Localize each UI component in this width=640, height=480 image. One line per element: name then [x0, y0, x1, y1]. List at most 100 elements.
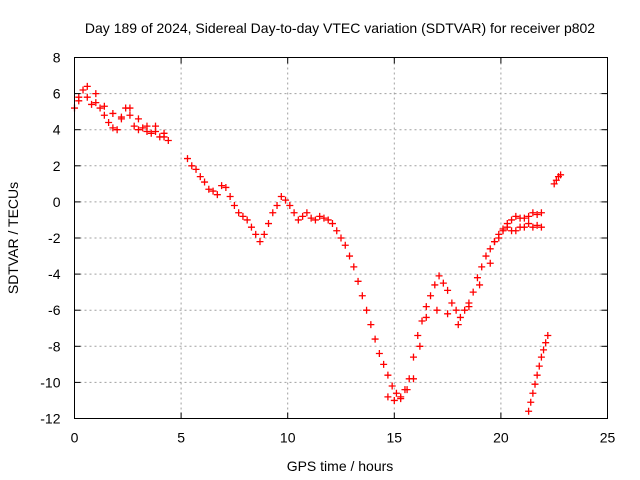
- data-point: [188, 162, 196, 170]
- data-points: [71, 82, 565, 415]
- data-point: [239, 212, 247, 220]
- data-point: [109, 109, 117, 117]
- data-point: [324, 216, 332, 224]
- data-point: [363, 306, 371, 314]
- data-point: [491, 238, 499, 246]
- data-point: [226, 192, 234, 200]
- data-point: [205, 185, 213, 193]
- y-tick-label: -4: [48, 266, 61, 282]
- data-point: [520, 214, 528, 222]
- data-point: [537, 353, 545, 361]
- data-point: [160, 133, 168, 141]
- data-point: [222, 183, 230, 191]
- y-tick-label: -10: [40, 374, 60, 390]
- data-point: [143, 122, 151, 130]
- data-point: [542, 339, 550, 347]
- data-point: [235, 209, 243, 217]
- data-point: [537, 223, 545, 231]
- data-point: [92, 90, 100, 98]
- data-point: [537, 209, 545, 217]
- data-point: [388, 382, 396, 390]
- y-tick-label: 2: [53, 158, 61, 174]
- data-point: [409, 353, 417, 361]
- data-point: [557, 171, 565, 179]
- data-point: [461, 306, 469, 314]
- data-point: [147, 129, 155, 137]
- data-point: [409, 375, 417, 383]
- data-point: [152, 128, 160, 136]
- x-tick-label: 5: [177, 430, 185, 446]
- data-point: [209, 187, 217, 195]
- data-point: [433, 306, 441, 314]
- data-point: [525, 407, 533, 415]
- data-point: [552, 176, 560, 184]
- data-point: [371, 335, 379, 343]
- data-point: [350, 263, 358, 271]
- x-tick-label: 15: [387, 430, 403, 446]
- data-point: [290, 209, 298, 217]
- data-point: [316, 212, 324, 220]
- data-point: [533, 211, 541, 219]
- y-tick-label: -8: [48, 338, 61, 354]
- data-point: [130, 122, 138, 130]
- data-point: [256, 238, 264, 246]
- data-point: [499, 227, 507, 235]
- data-point: [454, 321, 462, 329]
- data-point: [384, 371, 392, 379]
- data-point: [486, 245, 494, 253]
- x-tick-label: 10: [280, 430, 296, 446]
- y-tick-label: 6: [53, 86, 61, 102]
- data-point: [465, 303, 473, 311]
- data-point: [303, 209, 311, 217]
- data-point: [540, 346, 548, 354]
- data-point: [414, 331, 422, 339]
- data-point: [265, 220, 273, 228]
- y-tick-label: 4: [53, 122, 61, 138]
- y-tick-label: -2: [48, 230, 61, 246]
- x-axis-label: GPS time / hours: [287, 458, 394, 474]
- x-tick-label: 0: [71, 430, 79, 446]
- data-point: [550, 180, 558, 188]
- data-point: [105, 118, 113, 126]
- data-point: [183, 155, 191, 163]
- data-point: [403, 386, 411, 394]
- data-point: [294, 216, 302, 224]
- data-point: [260, 230, 268, 238]
- data-point: [92, 99, 100, 107]
- data-point: [535, 362, 543, 370]
- data-point: [269, 209, 277, 217]
- data-point: [354, 277, 362, 285]
- data-point: [196, 173, 204, 181]
- data-point: [126, 111, 134, 119]
- y-tick-label: 0: [53, 194, 61, 210]
- data-point: [452, 306, 460, 314]
- data-point: [431, 281, 439, 289]
- data-point: [328, 220, 336, 228]
- data-point: [508, 216, 516, 224]
- data-point: [380, 360, 388, 368]
- data-point: [482, 252, 490, 260]
- x-tick-label: 25: [600, 430, 616, 446]
- y-tick-label: -6: [48, 302, 61, 318]
- data-point: [117, 113, 125, 121]
- data-point: [397, 395, 405, 403]
- data-point: [390, 396, 398, 404]
- data-point: [520, 223, 528, 231]
- y-tick-label: -12: [40, 411, 60, 427]
- data-point: [473, 274, 481, 282]
- data-point: [192, 165, 200, 173]
- data-point: [79, 86, 87, 94]
- data-point: [100, 111, 108, 119]
- data-point: [88, 100, 96, 108]
- data-point: [476, 281, 484, 289]
- data-point: [333, 227, 341, 235]
- data-point: [243, 216, 251, 224]
- data-point: [529, 223, 537, 231]
- data-point: [503, 223, 511, 231]
- data-point: [109, 124, 117, 132]
- data-point: [418, 317, 426, 325]
- data-point: [126, 104, 134, 112]
- data-point: [139, 124, 147, 132]
- data-point: [282, 196, 290, 204]
